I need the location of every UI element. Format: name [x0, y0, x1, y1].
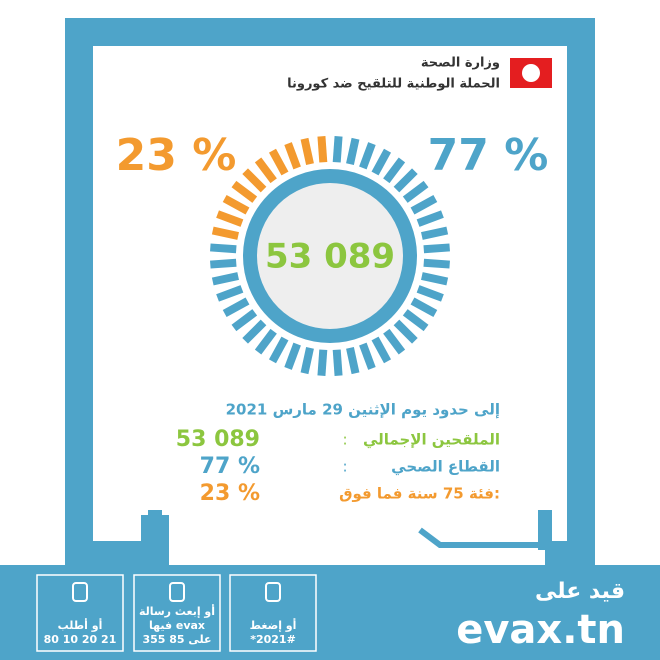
ring-tick [268, 148, 289, 176]
contact-box [36, 574, 124, 652]
contact-text: أو إبعث رسالة [139, 604, 215, 618]
ring-tick [254, 328, 277, 355]
ring-tick [332, 136, 343, 163]
ring-tick [402, 309, 429, 332]
frame [65, 18, 595, 569]
ring-tick [423, 243, 450, 254]
center-circle [243, 169, 417, 343]
footer [0, 565, 660, 660]
ring-tick [242, 319, 267, 344]
ring-tick [371, 336, 392, 364]
ring-tick [383, 157, 406, 184]
ring-tick [210, 243, 237, 254]
ring-tick [416, 285, 444, 302]
contact-icon [169, 582, 185, 602]
contact-text: *2021# [250, 633, 296, 646]
ring-tick [416, 210, 444, 227]
row-value: 53 089 [176, 427, 260, 452]
ring-tick [332, 349, 343, 376]
ring-tick [393, 168, 418, 193]
ring-tick [383, 328, 406, 355]
ministry: وزارة الصحة [421, 56, 500, 71]
contact-box [133, 574, 221, 652]
ring-tick [346, 137, 360, 165]
row-value: 77 % [200, 454, 260, 479]
center-total: 53 089 [265, 237, 395, 277]
date: إلى حدود يوم الإثنين 29 مارس 2021 [226, 401, 500, 419]
syringe-right [418, 510, 552, 550]
row-label: فئة 75 سنة فما فوق: [339, 485, 500, 503]
contact-text: أو إضغط [250, 618, 297, 632]
row-value: 23 % [200, 481, 260, 506]
colon: : [342, 458, 347, 476]
contact-box [229, 574, 317, 652]
contact-text: أو أطلب [58, 618, 103, 632]
tick-ring [210, 136, 450, 376]
ring-tick [231, 309, 258, 332]
ring-tick [210, 258, 237, 269]
ring-tick [300, 347, 314, 375]
ring-tick [421, 272, 449, 286]
syringe-left [148, 510, 162, 550]
footer-site: evax.tn [456, 607, 625, 653]
ring-tick [216, 285, 244, 302]
ring-tick [254, 157, 277, 184]
ring-tick [222, 194, 250, 215]
ring-tick [393, 319, 418, 344]
contact-text: على 85 355 [142, 633, 211, 646]
ring-tick [268, 336, 289, 364]
colon: : [342, 431, 347, 449]
ring-tick [284, 342, 301, 370]
contact-text: 80 10 20 21 [44, 633, 117, 646]
ring-tick [346, 347, 360, 375]
contact-icon [72, 582, 88, 602]
row-label: القطاع الصحي [391, 458, 500, 476]
ring-tick [211, 226, 239, 240]
contact-icon [265, 582, 281, 602]
ring-tick [402, 180, 429, 203]
flag-emblem [522, 64, 540, 82]
campaign: الحملة الوطنية للتلقيح ضد كورونا [287, 77, 500, 92]
pct-label: 77 % [428, 130, 549, 181]
ring-tick [317, 349, 328, 376]
ring-tick [317, 136, 328, 163]
ring-tick [359, 142, 376, 170]
ring-tick [359, 342, 376, 370]
ring-tick [216, 210, 244, 227]
ring-tick [211, 272, 239, 286]
ring-tick [300, 137, 314, 165]
contact-text: فيها evax [149, 619, 205, 632]
pct-label: 23 % [116, 130, 237, 181]
ring-tick [284, 142, 301, 170]
ring-tick [410, 297, 438, 318]
ring-tick [421, 226, 449, 240]
ring-tick [423, 258, 450, 269]
ring-tick [242, 168, 267, 193]
ring-tick [222, 297, 250, 318]
footer-title: قيد على [535, 579, 625, 604]
ring-tick [371, 148, 392, 176]
ring-tick [231, 180, 258, 203]
ring-tick [410, 194, 438, 215]
row-label: الملقحين الإجمالي [363, 431, 500, 449]
